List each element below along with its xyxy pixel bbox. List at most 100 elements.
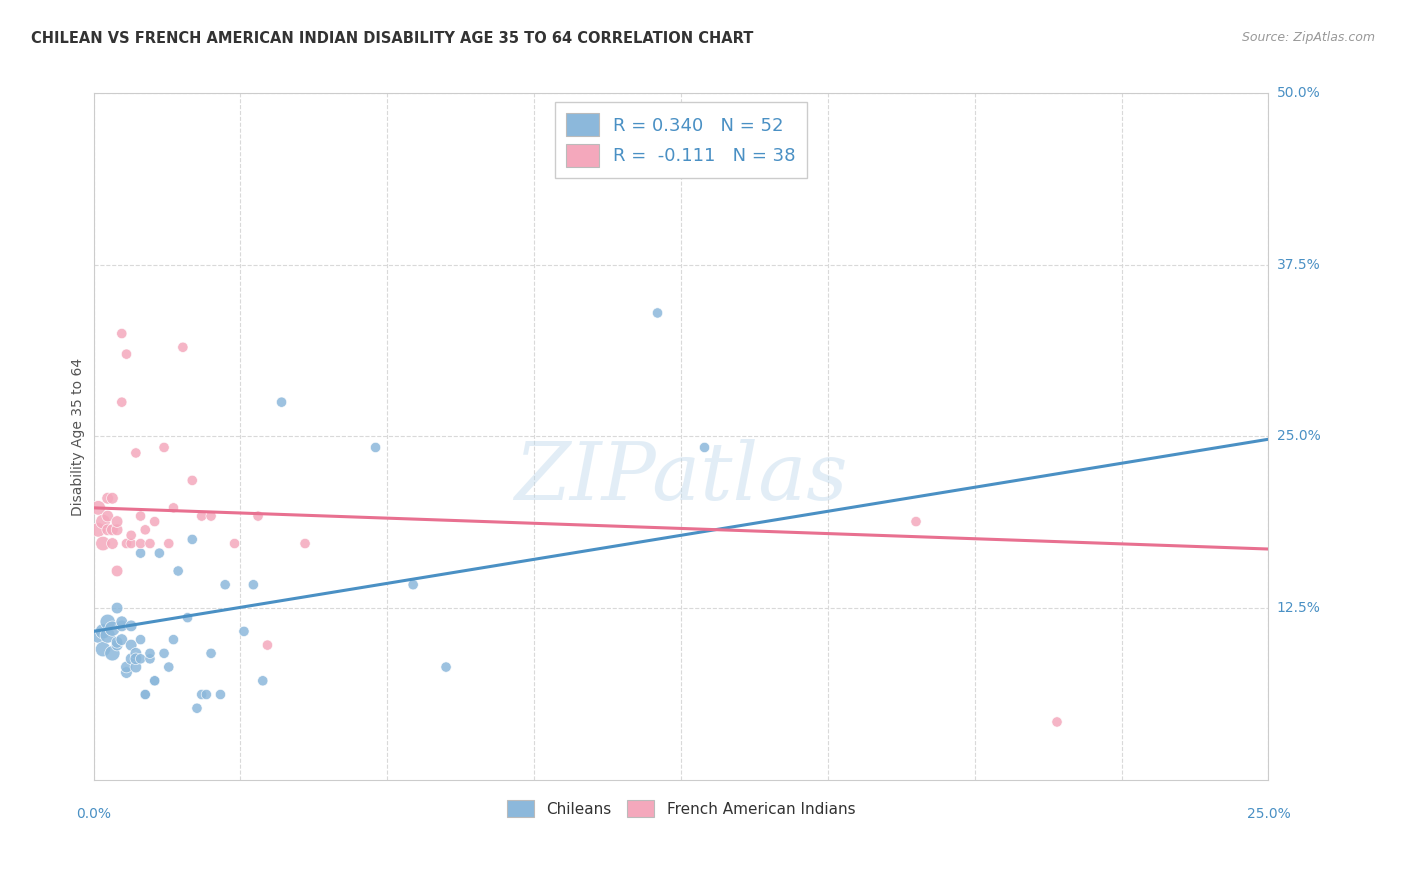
Point [87,500,110,515]
Point [190,688,212,702]
Point [134,688,156,702]
Point [256,638,278,652]
Text: 12.5%: 12.5% [1277,601,1320,615]
Point [434,660,457,674]
Text: ZIPatlas: ZIPatlas [515,439,848,516]
Text: 25.0%: 25.0% [1277,429,1320,443]
Point [101,491,124,506]
Point [129,632,152,647]
Point [157,536,180,550]
Point [364,441,387,455]
Point [105,564,128,578]
Point [125,652,148,666]
Point [111,395,134,409]
Point [91,624,114,639]
Text: 50.0%: 50.0% [1277,87,1320,101]
Text: 25.0%: 25.0% [1247,807,1291,822]
Point [186,701,208,715]
Point [120,619,142,633]
Point [134,688,156,702]
Text: 0.0%: 0.0% [76,807,111,822]
Point [693,441,716,455]
Point [97,615,120,629]
Point [97,628,120,642]
Point [97,509,120,524]
Point [97,491,120,506]
Point [143,673,166,688]
Point [87,523,110,537]
Point [209,688,232,702]
Point [181,533,204,547]
Point [105,638,128,652]
Point [167,564,190,578]
Point [111,615,134,629]
Point [91,642,114,657]
Point [125,660,148,674]
Point [105,523,128,537]
Point [181,474,204,488]
Point [115,347,138,361]
Point [224,536,246,550]
Point [402,578,425,592]
Point [139,646,162,660]
Point [129,652,152,666]
Point [101,646,124,660]
Point [129,536,152,550]
Legend: Chileans, French American Indians: Chileans, French American Indians [501,794,862,823]
Point [105,635,128,649]
Point [129,509,152,524]
Point [87,628,110,642]
Point [120,528,142,542]
Point [294,536,316,550]
Point [242,578,264,592]
Point [190,509,212,524]
Point [162,632,184,647]
Point [115,536,138,550]
Point [172,340,194,354]
Point [115,665,138,680]
Point [162,500,184,515]
Point [139,652,162,666]
Point [91,536,114,550]
Point [111,326,134,341]
Point [153,646,176,660]
Point [200,646,222,660]
Point [105,601,128,615]
Point [139,536,162,550]
Point [125,646,148,660]
Point [647,306,669,320]
Point [176,610,198,624]
Text: 37.5%: 37.5% [1277,258,1320,272]
Text: Source: ZipAtlas.com: Source: ZipAtlas.com [1241,31,1375,45]
Y-axis label: Disability Age 35 to 64: Disability Age 35 to 64 [72,358,86,516]
Point [129,546,152,560]
Point [143,673,166,688]
Point [157,660,180,674]
Point [1046,714,1069,729]
Point [115,660,138,674]
Point [153,441,176,455]
Point [195,688,218,702]
Point [97,523,120,537]
Text: CHILEAN VS FRENCH AMERICAN INDIAN DISABILITY AGE 35 TO 64 CORRELATION CHART: CHILEAN VS FRENCH AMERICAN INDIAN DISABI… [31,31,754,46]
Point [125,446,148,460]
Point [91,515,114,529]
Point [120,638,142,652]
Point [120,652,142,666]
Point [101,523,124,537]
Point [233,624,256,639]
Point [101,536,124,550]
Point [247,509,270,524]
Point [148,546,170,560]
Point [143,515,166,529]
Point [270,395,292,409]
Point [905,515,928,529]
Point [200,509,222,524]
Point [252,673,274,688]
Point [105,515,128,529]
Point [101,622,124,636]
Point [214,578,236,592]
Point [111,619,134,633]
Point [120,536,142,550]
Point [111,632,134,647]
